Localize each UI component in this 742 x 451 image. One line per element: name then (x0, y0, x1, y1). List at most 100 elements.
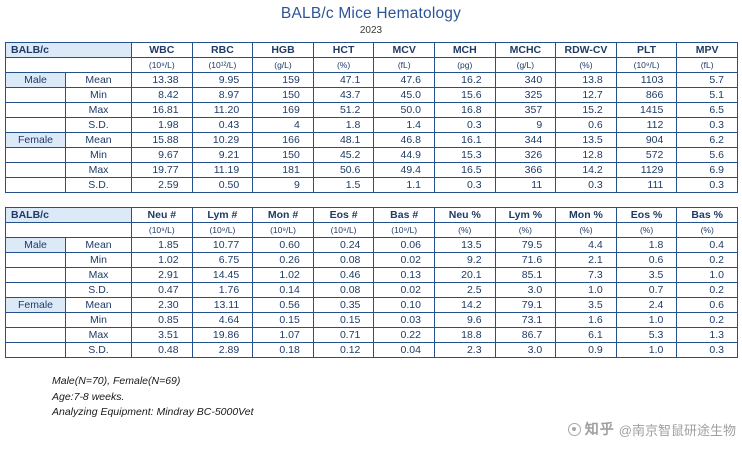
watermark-handle: @南京智鼠研途生物 (618, 422, 736, 438)
value-cell: 3.51 (131, 327, 193, 343)
value-cell: 366 (494, 162, 557, 178)
value-cell: 47.6 (373, 72, 435, 88)
value-cell: 0.10 (373, 297, 435, 313)
value-cell: 357 (494, 102, 557, 118)
column-unit: (10⁹/L) (191, 222, 254, 238)
value-cell: 1.5 (312, 177, 375, 193)
value-cell: 10.29 (191, 132, 254, 148)
value-cell: 79.1 (494, 297, 557, 313)
value-cell: 0.9 (555, 342, 617, 358)
column-unit: (%) (555, 57, 617, 73)
value-cell: 181 (252, 162, 314, 178)
value-cell: 9 (494, 117, 557, 133)
stat-label: Max (64, 102, 133, 118)
value-cell: 86.7 (494, 327, 557, 343)
group-spacer (5, 282, 66, 298)
value-cell: 0.4 (676, 237, 738, 253)
value-cell: 10.77 (191, 237, 254, 253)
value-cell: 1.0 (676, 267, 738, 283)
column-unit: (10⁹/L) (615, 57, 678, 73)
group-spacer (5, 147, 66, 163)
group-spacer (5, 162, 66, 178)
column-header: MCHC (494, 42, 557, 58)
value-cell: 0.26 (252, 252, 314, 268)
value-cell: 0.85 (131, 312, 193, 328)
stat-label: Max (64, 267, 133, 283)
value-cell: 18.8 (433, 327, 496, 343)
column-header: RBC (191, 42, 254, 58)
column-header: Eos # (312, 207, 375, 223)
stat-label: Min (64, 87, 133, 103)
page: BALB/c Mice Hematology 2023 BALB/c WBC RBC… (4, 5, 738, 438)
value-cell: 1129 (615, 162, 678, 178)
value-cell: 73.1 (494, 312, 557, 328)
value-cell: 340 (494, 72, 557, 88)
value-cell: 15.88 (131, 132, 193, 148)
value-cell: 1.85 (131, 237, 193, 253)
value-cell: 51.2 (312, 102, 375, 118)
table-row: Max 3.51 19.86 1.07 0.71 0.22 18.8 86.7 6.1 5.3 1.… (5, 327, 738, 343)
value-cell: 0.48 (131, 342, 193, 358)
value-cell: 111 (615, 177, 678, 193)
value-cell: 1.76 (191, 282, 254, 298)
value-cell: 0.02 (373, 282, 435, 298)
table-row: Female Mean 15.88 10.29 166 48.1 46.8 16.1 344 13… (5, 132, 738, 148)
value-cell: 0.15 (252, 312, 314, 328)
column-unit: (%) (676, 222, 738, 238)
value-cell: 6.9 (676, 162, 738, 178)
value-cell: 5.1 (676, 87, 738, 103)
column-unit: (g/L) (494, 57, 557, 73)
column-unit: (10⁹/L) (131, 222, 193, 238)
value-cell: 169 (252, 102, 314, 118)
value-cell: 4 (252, 117, 314, 133)
column-unit: (%) (494, 222, 557, 238)
value-cell: 3.0 (494, 282, 557, 298)
table-row: Female Mean 2.30 13.11 0.56 0.35 0.10 14.2 79.1 3… (5, 297, 738, 313)
stat-label: Min (64, 252, 133, 268)
value-cell: 1.3 (676, 327, 738, 343)
value-cell: 0.22 (373, 327, 435, 343)
units-spacer (4, 57, 133, 73)
value-cell: 3.5 (555, 297, 617, 313)
value-cell: 13.8 (555, 72, 617, 88)
value-cell: 14.2 (433, 297, 496, 313)
value-cell: 1.1 (373, 177, 435, 193)
table-row: Min 8.42 8.97 150 43.7 45.0 15.6 325 12.7 866 5.1 (5, 87, 738, 103)
value-cell: 1.0 (615, 342, 678, 358)
value-cell: 20.1 (433, 267, 496, 283)
units-spacer (4, 222, 133, 238)
value-cell: 44.9 (373, 147, 435, 163)
column-header: Neu % (433, 207, 496, 223)
value-cell: 13.5 (433, 237, 496, 253)
column-header: Mon % (555, 207, 617, 223)
column-header: Lym # (191, 207, 254, 223)
value-cell: 6.75 (191, 252, 254, 268)
value-cell: 4.64 (191, 312, 254, 328)
value-cell: 1.07 (252, 327, 314, 343)
value-cell: 9.21 (191, 147, 254, 163)
value-cell: 16.8 (433, 102, 496, 118)
group-spacer (5, 177, 66, 193)
column-unit: (10⁹/L) (131, 57, 193, 73)
value-cell: 0.06 (373, 237, 435, 253)
value-cell: 326 (494, 147, 557, 163)
value-cell: 1.02 (131, 252, 193, 268)
value-cell: 14.2 (555, 162, 617, 178)
value-cell: 85.1 (494, 267, 557, 283)
value-cell: 9 (252, 177, 314, 193)
stat-label: Mean (64, 297, 133, 313)
value-cell: 2.91 (131, 267, 193, 283)
value-cell: 2.4 (615, 297, 678, 313)
column-unit: (pg) (433, 57, 496, 73)
value-cell: 8.42 (131, 87, 193, 103)
table-corner-label: BALB/c (4, 42, 133, 58)
value-cell: 0.7 (615, 282, 678, 298)
value-cell: 0.15 (312, 312, 375, 328)
value-cell: 5.3 (615, 327, 678, 343)
value-cell: 14.45 (191, 267, 254, 283)
value-cell: 45.0 (373, 87, 435, 103)
value-cell: 8.97 (191, 87, 254, 103)
table-row: S.D. 2.59 0.50 9 1.5 1.1 0.3 11 0.3 111 0.3 (5, 177, 738, 193)
stat-label: Mean (64, 237, 133, 253)
watermark-brand: 知乎 (584, 421, 615, 437)
